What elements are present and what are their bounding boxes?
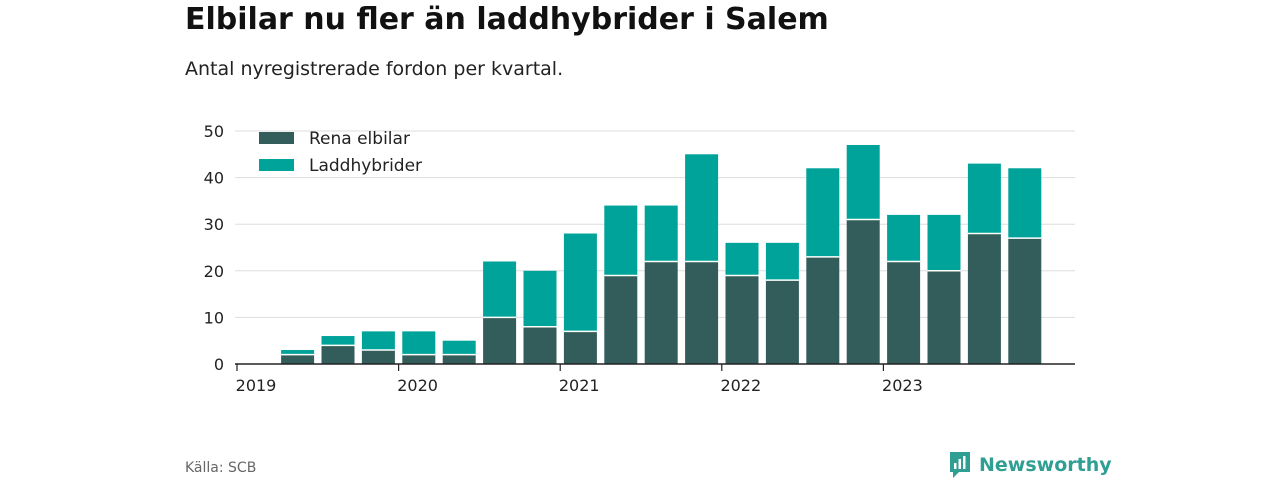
bar-rena-elbilar — [523, 326, 557, 364]
brand-name: Newsworthy — [979, 454, 1112, 476]
bar-rena-elbilar — [644, 261, 678, 364]
legend-swatch — [259, 132, 294, 144]
y-tick-label: 50 — [204, 122, 224, 141]
bar-laddhybrider — [806, 168, 840, 257]
bar-rena-elbilar — [927, 270, 961, 364]
bar-laddhybrider — [927, 214, 961, 271]
bars — [281, 144, 1042, 364]
bar-laddhybrider — [765, 242, 799, 281]
bar-rena-elbilar — [685, 261, 719, 364]
bar-laddhybrider — [563, 233, 597, 332]
legend: Rena elbilar Laddhybrider — [259, 129, 422, 176]
legend-swatch — [259, 159, 294, 171]
y-tick-label: 30 — [204, 215, 224, 234]
bar-laddhybrider — [846, 144, 880, 220]
bar-rena-elbilar — [281, 354, 315, 364]
x-tick-label: 2022 — [720, 376, 761, 395]
bar-rena-elbilar — [887, 261, 921, 364]
bar-laddhybrider — [483, 261, 517, 318]
brand-logo: Newsworthy — [948, 450, 1112, 480]
x-axis: 2019 2020 2021 2022 2023 — [235, 363, 1075, 395]
bar-laddhybrider — [887, 214, 921, 262]
bar-rena-elbilar — [806, 256, 840, 364]
bar-rena-elbilar — [483, 317, 517, 364]
bar-laddhybrider — [442, 340, 476, 355]
bar-rena-elbilar — [967, 233, 1001, 364]
x-tick-label: 2023 — [882, 376, 923, 395]
bar-laddhybrider — [604, 205, 638, 276]
bar-laddhybrider — [725, 242, 759, 276]
bar-rena-elbilar — [1008, 238, 1042, 364]
x-tick-label: 2021 — [559, 376, 600, 395]
bar-laddhybrider — [523, 270, 557, 327]
bar-rena-elbilar — [321, 345, 355, 364]
source-note: Källa: SCB — [185, 460, 257, 476]
bar-rena-elbilar — [604, 275, 638, 364]
bar-laddhybrider — [321, 336, 355, 346]
bar-rena-elbilar — [442, 354, 476, 364]
y-tick-label: 10 — [204, 308, 224, 327]
bar-laddhybrider — [1008, 168, 1042, 239]
newsworthy-logo-icon — [950, 452, 970, 478]
bar-laddhybrider — [967, 163, 1001, 234]
x-tick-label: 2020 — [397, 376, 438, 395]
legend-label: Laddhybrider — [309, 156, 422, 176]
bar-laddhybrider — [644, 205, 678, 262]
bar-laddhybrider — [281, 350, 315, 355]
bar-laddhybrider — [685, 154, 719, 262]
bar-rena-elbilar — [402, 354, 436, 364]
chart-subtitle: Antal nyregistrerade fordon per kvartal. — [185, 58, 564, 80]
legend-label: Rena elbilar — [309, 129, 410, 149]
y-tick-label: 0 — [214, 355, 224, 374]
bar-rena-elbilar — [725, 275, 759, 364]
bar-rena-elbilar — [765, 280, 799, 364]
stacked-bar-chart: 0 10 20 30 40 50 2019 2020 2021 2022 2023 Rena el… — [204, 122, 1075, 395]
bar-laddhybrider — [361, 331, 395, 351]
bar-rena-elbilar — [563, 331, 597, 364]
y-tick-label: 20 — [204, 262, 224, 281]
bar-laddhybrider — [402, 331, 436, 355]
bar-rena-elbilar — [361, 350, 395, 364]
chart-title: Elbilar nu fler än laddhybrider i Salem — [185, 2, 829, 37]
x-tick-label: 2019 — [236, 376, 277, 395]
y-axis-ticks: 0 10 20 30 40 50 — [204, 122, 224, 374]
bar-rena-elbilar — [846, 219, 880, 364]
y-tick-label: 40 — [204, 169, 224, 188]
